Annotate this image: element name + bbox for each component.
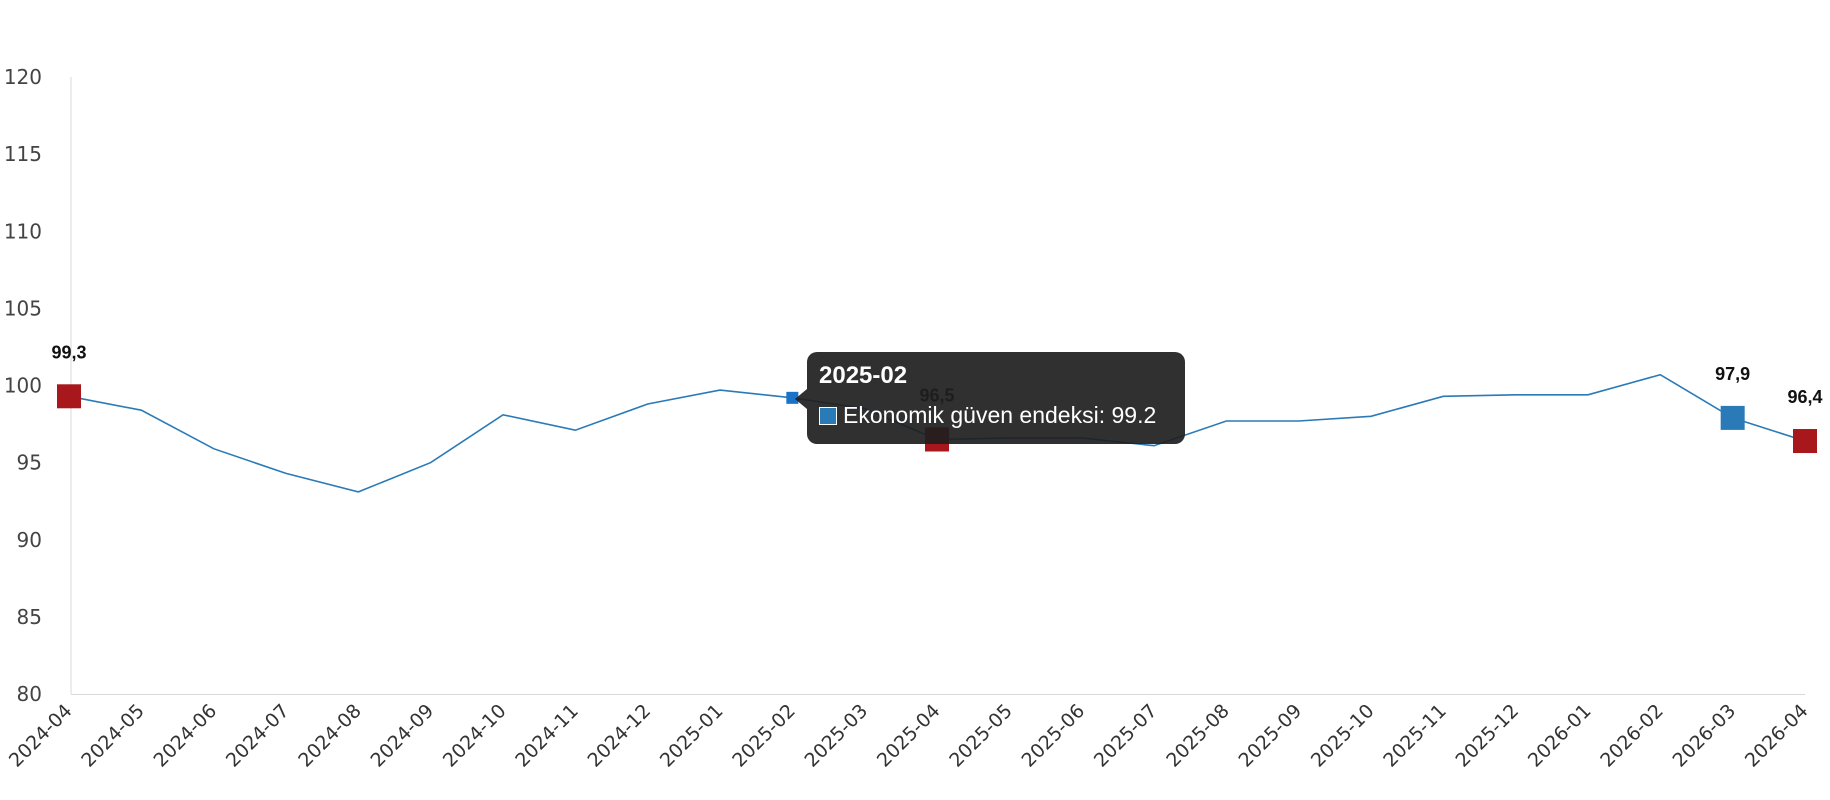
y-tick-label: 95 bbox=[17, 451, 42, 475]
x-tick-label: 2025-03 bbox=[801, 700, 873, 772]
y-tick-label: 80 bbox=[17, 682, 42, 706]
x-tick-label: 2025-11 bbox=[1379, 700, 1451, 772]
data-label: 97,9 bbox=[1715, 364, 1750, 384]
x-tick-label: 2025-02 bbox=[728, 700, 800, 772]
x-tick-label: 2024-08 bbox=[294, 700, 366, 772]
data-label: 99,3 bbox=[51, 342, 86, 362]
y-tick-label: 85 bbox=[17, 605, 42, 629]
x-tick-label: 2025-01 bbox=[656, 700, 728, 772]
x-tick-label: 2024-10 bbox=[439, 700, 511, 772]
x-tick-label: 2024-07 bbox=[222, 700, 294, 772]
tooltip-series-swatch bbox=[819, 406, 837, 425]
tooltip-series-label: Ekonomik güven endeksi: 99.2 bbox=[843, 402, 1157, 428]
x-tick-label: 2024-05 bbox=[77, 700, 149, 772]
x-tick-label: 2024-11 bbox=[511, 700, 583, 772]
y-tick-label: 120 bbox=[4, 65, 42, 89]
x-tick-label: 2024-12 bbox=[584, 700, 656, 772]
highlight-marker bbox=[1793, 429, 1817, 454]
x-tick-label: 2024-06 bbox=[150, 700, 222, 772]
x-tick-label: 2026-02 bbox=[1596, 700, 1668, 772]
tooltip-series-row: Ekonomik güven endeksi: 99.2 bbox=[819, 402, 1156, 429]
y-tick-label: 100 bbox=[4, 374, 42, 398]
x-tick-label: 2026-03 bbox=[1669, 700, 1741, 772]
x-tick-label: 2025-05 bbox=[945, 700, 1017, 772]
x-tick-label: 2025-09 bbox=[1235, 700, 1307, 772]
x-tick-label: 2024-04 bbox=[5, 700, 77, 772]
chart-tooltip: 2025-02 Ekonomik güven endeksi: 99.2 bbox=[807, 352, 1185, 444]
x-tick-label: 2025-04 bbox=[873, 700, 945, 772]
highlight-marker bbox=[1720, 405, 1745, 430]
data-label: 96,4 bbox=[1787, 387, 1822, 407]
x-tick-label: 2025-12 bbox=[1452, 700, 1524, 772]
y-tick-label: 105 bbox=[4, 296, 42, 320]
x-tick-label: 2026-04 bbox=[1741, 700, 1813, 772]
tooltip-arrow bbox=[795, 389, 807, 409]
x-tick-label: 2025-08 bbox=[1162, 700, 1234, 772]
x-tick-label: 2024-09 bbox=[367, 700, 439, 772]
tooltip-title: 2025-02 bbox=[819, 362, 908, 389]
x-tick-label: 2025-06 bbox=[1018, 700, 1090, 772]
x-tick-label: 2025-10 bbox=[1307, 700, 1379, 772]
x-tick-label: 2025-07 bbox=[1090, 700, 1162, 772]
x-tick-label: 2026-01 bbox=[1524, 700, 1596, 772]
highlight-marker bbox=[57, 384, 81, 409]
y-tick-label: 90 bbox=[17, 528, 42, 552]
y-tick-label: 115 bbox=[4, 142, 42, 166]
y-tick-label: 110 bbox=[4, 219, 42, 243]
